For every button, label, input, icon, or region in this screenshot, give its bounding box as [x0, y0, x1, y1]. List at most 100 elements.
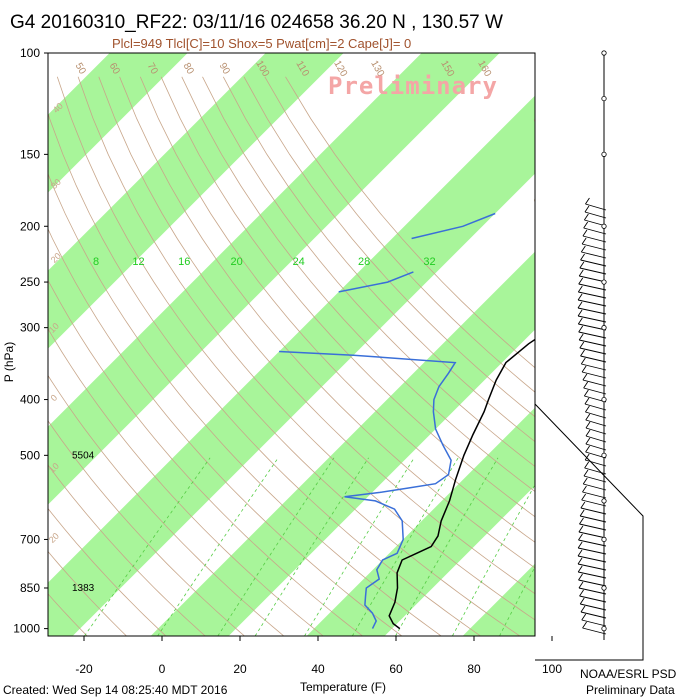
wind-barb-flag: [585, 197, 590, 205]
x-tick-label: -20: [75, 662, 93, 676]
wind-profile-panel: [534, 50, 644, 661]
wind-barb-flag: [577, 285, 583, 293]
wind-barb-flag: [579, 517, 584, 525]
wind-barb: [579, 347, 607, 355]
wind-barb-flag: [583, 213, 589, 221]
wind-barb-flag: [578, 581, 584, 589]
wind-barb: [579, 267, 607, 275]
x-tick-label: 60: [389, 662, 403, 676]
y-tick-label: 100: [20, 46, 40, 60]
isotherm-band: [48, 53, 188, 193]
wind-barb-flag: [577, 541, 583, 549]
y-axis: 100 150 200 250 300 400 500 700 850 1000: [13, 46, 48, 636]
wind-barb-flag: [584, 453, 590, 461]
wind-barb: [581, 363, 607, 371]
isotherm-band: [619, 53, 700, 636]
wind-level-marker: [601, 223, 607, 229]
wind-barb-flag: [579, 341, 585, 349]
isotherm-band: [48, 53, 344, 349]
wind-barb: [585, 443, 607, 451]
x-axis: -20 0 20 40 60 80 100: [75, 636, 562, 676]
dry-adiabat: [48, 593, 88, 636]
wind-level-marker: [601, 536, 607, 543]
dry-adiabat: [77, 76, 535, 621]
isotherm-band: [462, 563, 535, 636]
dry-adiabat: [48, 464, 206, 636]
adiabat-label: 90: [217, 61, 232, 77]
wind-level-marker: [601, 325, 607, 331]
wind-barb-flag: [583, 389, 589, 397]
created-timestamp: Created: Wed Sep 14 08:25:40 MDT 2016: [3, 683, 228, 697]
wind-barb-flag: [579, 597, 585, 605]
mixing-ratio-line: [499, 566, 535, 636]
height-label: 1383: [72, 583, 95, 594]
dry-adiabat: [264, 76, 535, 393]
wind-barb-flag: [580, 245, 586, 253]
wind-barb: [578, 323, 607, 331]
chart-title: G4 20160310_RF22: 03/11/16 024658 36.20 …: [10, 12, 503, 33]
wind-level-marker: [601, 50, 607, 56]
height-label: 5504: [72, 450, 95, 461]
mixing-ratio-line: [157, 457, 279, 636]
wind-barb-flag: [578, 573, 583, 581]
wind-barb: [583, 227, 607, 235]
wind-barb-flag: [578, 333, 584, 341]
wind-level-marker: [601, 626, 607, 632]
wind-barb-flag: [583, 221, 589, 229]
wind-barb: [584, 403, 607, 411]
wind-barb: [581, 499, 607, 507]
mixing-ratio-label: 2: [229, 634, 234, 644]
wind-barb-flag: [580, 501, 586, 509]
dry-adiabat: [48, 507, 167, 636]
mixing-ratio-label: 12: [401, 634, 411, 644]
wind-barb: [580, 611, 607, 619]
wind-barb: [580, 259, 607, 267]
wind-barb-flag: [581, 613, 587, 621]
wind-barb-flag: [582, 485, 587, 493]
wind-barb: [578, 331, 607, 339]
wind-barb: [580, 355, 607, 363]
wind-barb: [578, 539, 607, 547]
wind-level-marker: [601, 396, 607, 403]
wind-barb: [578, 579, 607, 587]
wind-barb-flag: [585, 437, 591, 445]
mixing-ratio-line: [452, 483, 535, 636]
adiabat-label: 70: [145, 61, 160, 77]
wind-panel-outline: [534, 53, 644, 661]
wind-barb-flag: [580, 605, 586, 613]
dry-adiabat: [48, 550, 127, 636]
x-tick-label: 80: [467, 662, 481, 676]
wind-barb: [585, 203, 607, 211]
dry-adiabat: [98, 76, 535, 595]
isotherm-label: 0: [49, 393, 60, 404]
mixing-ratio-label: 1: [169, 634, 174, 644]
chart-params: Plcl=949 Tlcl[C]=10 Shox=5 Pwat[cm]=2 Ca…: [112, 36, 411, 51]
mixing-ratio-line: [254, 457, 369, 636]
wind-level-marker: [601, 151, 607, 157]
dry-adiabat: [181, 76, 535, 493]
wind-barb: [585, 411, 607, 419]
wind-barb-flag: [582, 373, 588, 381]
dry-adiabat: [222, 76, 535, 443]
dry-adiabat: [285, 76, 535, 369]
dewpoint-line-top: [411, 212, 496, 240]
wind-barb-flag: [577, 301, 583, 309]
wind-barb-flag: [579, 261, 585, 269]
isotherm-band: [48, 95, 535, 636]
x-axis-label: Temperature (F): [300, 680, 386, 694]
wind-barb-flag: [580, 253, 585, 261]
wind-barb: [581, 619, 607, 627]
org-label: NOAA/ESRL PSD: [580, 667, 677, 681]
wind-barb: [578, 291, 607, 299]
wind-barb: [578, 547, 607, 555]
y-tick-label: 1000: [13, 622, 40, 636]
wind-barb: [579, 275, 607, 283]
dry-adiabat-lines: [48, 76, 535, 636]
wind-barb: [582, 243, 607, 251]
dry-adiabat: [119, 76, 535, 569]
wind-barb: [577, 315, 607, 323]
wind-barb-flag: [584, 205, 590, 213]
dry-adiabat: [48, 227, 403, 636]
wind-barb: [585, 459, 607, 467]
